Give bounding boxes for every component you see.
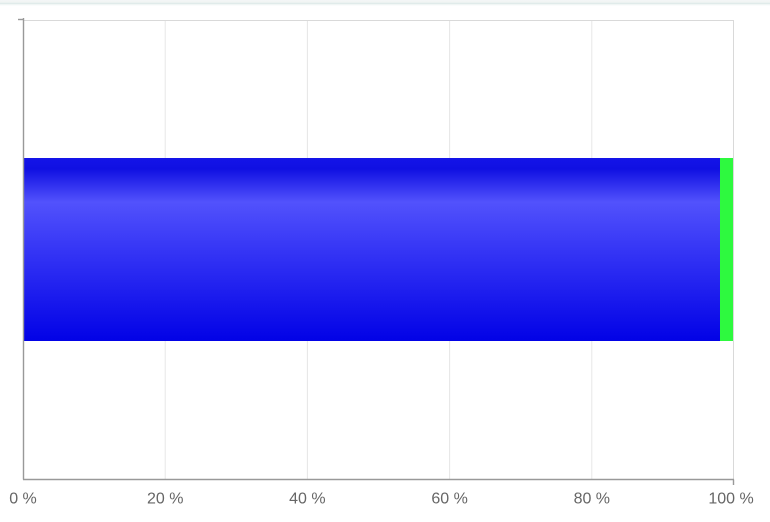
svg-text:20 %: 20 % bbox=[147, 491, 183, 508]
svg-text:80 %: 80 % bbox=[574, 491, 610, 508]
svg-text:100 %: 100 % bbox=[708, 491, 753, 508]
svg-text:0 %: 0 % bbox=[9, 491, 37, 508]
svg-text:40 %: 40 % bbox=[289, 491, 325, 508]
svg-text:60 %: 60 % bbox=[431, 491, 467, 508]
